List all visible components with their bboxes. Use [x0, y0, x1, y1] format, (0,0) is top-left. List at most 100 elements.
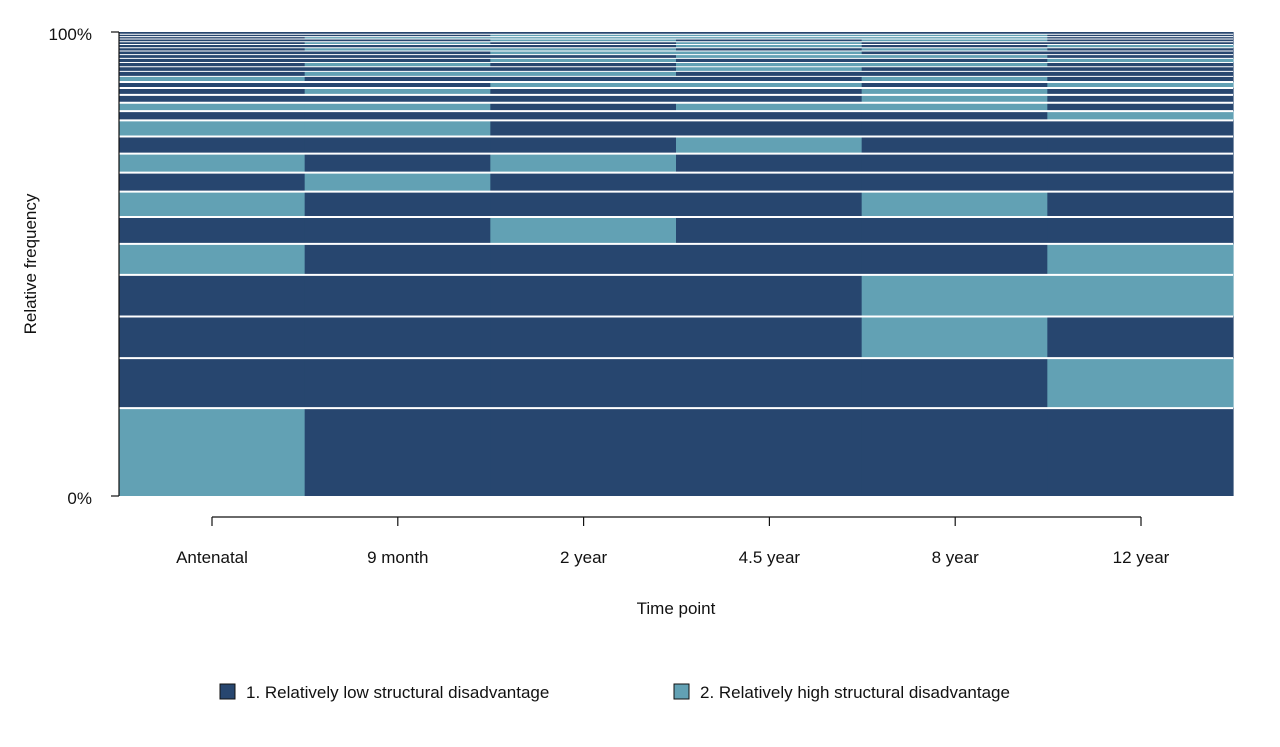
sequence-18-cell-5 — [861, 71, 1048, 77]
sequence-26-cell-1 — [119, 41, 306, 45]
sequence-13 — [119, 102, 1234, 112]
sequence-28-cell-6 — [1047, 36, 1234, 39]
sequence-1 — [119, 408, 1234, 496]
sequence-4-cell-5 — [861, 274, 1048, 317]
sequence-5 — [119, 243, 1234, 275]
sequence-7 — [119, 191, 1234, 218]
sequence-28-cell-4 — [676, 36, 863, 39]
sequence-10-cell-4 — [676, 136, 863, 154]
sequence-25-cell-1 — [119, 44, 306, 48]
sequence-9-cell-2 — [304, 153, 491, 173]
sequence-29-cell-2 — [304, 34, 491, 37]
sequence-1-cell-5 — [861, 408, 1048, 496]
sequence-27 — [119, 38, 1234, 42]
sequence-19-cell-5 — [861, 66, 1048, 72]
sequence-16 — [119, 81, 1234, 88]
sequence-19-cell-2 — [304, 66, 491, 72]
sequence-2-cell-4 — [676, 358, 863, 409]
sequence-26-cell-6 — [1047, 41, 1234, 45]
sequence-16-cell-1 — [119, 81, 306, 88]
sequence-11-cell-2 — [304, 120, 491, 137]
legend: 1. Relatively low structural disadvantag… — [219, 683, 1010, 702]
sequence-12-cell-2 — [304, 111, 491, 121]
sequence-18-cell-2 — [304, 71, 491, 77]
sequence-21 — [119, 58, 1234, 63]
sequence-19-cell-4 — [676, 66, 863, 72]
sequence-22-cell-2 — [304, 54, 491, 59]
x-tick-label-4: 4.5 year — [739, 548, 801, 567]
sequence-16-cell-3 — [490, 81, 677, 88]
sequence-30 — [119, 32, 1234, 35]
x-tick-label-3: 2 year — [560, 548, 608, 567]
sequence-2-cell-6 — [1047, 358, 1234, 409]
sequence-18 — [119, 71, 1234, 77]
sequence-24-cell-4 — [676, 47, 863, 51]
legend-entry-low: 1. Relatively low structural disadvantag… — [219, 683, 549, 702]
sequence-14-cell-3 — [490, 94, 677, 103]
sequence-21-cell-5 — [861, 58, 1048, 63]
sequence-15-cell-1 — [119, 87, 306, 95]
sequence-6-cell-5 — [861, 217, 1048, 244]
sequence-2 — [119, 358, 1234, 409]
sequence-25-cell-4 — [676, 44, 863, 48]
sequence-29-cell-5 — [861, 34, 1048, 37]
sequence-8-cell-6 — [1047, 172, 1234, 192]
sequence-11-cell-4 — [676, 120, 863, 137]
sequence-10 — [119, 136, 1234, 154]
sequence-25-cell-5 — [861, 44, 1048, 48]
sequence-25-cell-2 — [304, 44, 491, 48]
x-tick-label-5: 8 year — [932, 548, 980, 567]
sequence-17 — [119, 76, 1234, 82]
sequence-8-cell-5 — [861, 172, 1048, 192]
x-axis: Antenatal 9 month 2 year 4.5 year 8 year 12 y… — [176, 516, 1170, 567]
sequence-19 — [119, 66, 1234, 72]
sequence-5-cell-1 — [119, 243, 306, 275]
sequence-26-cell-2 — [304, 41, 491, 45]
sequence-8-cell-3 — [490, 172, 677, 192]
sequence-13-cell-3 — [490, 102, 677, 112]
sequence-7-cell-4 — [676, 191, 863, 218]
sequence-27-cell-6 — [1047, 38, 1234, 42]
sequence-2-cell-2 — [304, 358, 491, 409]
sequence-10-cell-1 — [119, 136, 306, 154]
sequence-9-cell-5 — [861, 153, 1048, 173]
sequence-5-cell-3 — [490, 243, 677, 275]
sequence-28 — [119, 36, 1234, 39]
sequence-6-cell-2 — [304, 217, 491, 244]
sequence-24 — [119, 47, 1234, 51]
sequence-12-cell-4 — [676, 111, 863, 121]
sequence-14-cell-2 — [304, 94, 491, 103]
sequence-3-cell-4 — [676, 316, 863, 359]
sequence-18-cell-3 — [490, 71, 677, 77]
sequence-15-cell-6 — [1047, 87, 1234, 95]
sequence-28-cell-1 — [119, 36, 306, 39]
sequence-14-cell-5 — [861, 94, 1048, 103]
sequence-19-cell-1 — [119, 66, 306, 72]
sequence-20 — [119, 62, 1234, 67]
sequence-23-cell-1 — [119, 50, 306, 55]
sequence-22-cell-6 — [1047, 54, 1234, 59]
y-tick-label-100: 100% — [49, 25, 92, 44]
x-axis-label: Time point — [637, 599, 716, 618]
sequence-9-cell-6 — [1047, 153, 1234, 173]
sequence-7-cell-6 — [1047, 191, 1234, 218]
sequence-30-cell-4 — [676, 32, 863, 35]
sequence-5-cell-5 — [861, 243, 1048, 275]
sequence-4-cell-1 — [119, 274, 306, 317]
sequence-27-cell-2 — [304, 38, 491, 42]
sequence-9 — [119, 153, 1234, 173]
sequence-11-cell-3 — [490, 120, 677, 137]
sequence-5-cell-2 — [304, 243, 491, 275]
sequence-6-cell-4 — [676, 217, 863, 244]
sequence-3-cell-3 — [490, 316, 677, 359]
sequence-8-cell-2 — [304, 172, 491, 192]
sequence-7-cell-2 — [304, 191, 491, 218]
sequence-6-cell-1 — [119, 217, 306, 244]
sequence-20-cell-4 — [676, 62, 863, 67]
sequence-17-cell-1 — [119, 76, 306, 82]
sequence-25-cell-3 — [490, 44, 677, 48]
sequence-12-cell-1 — [119, 111, 306, 121]
sequence-29-cell-6 — [1047, 34, 1234, 37]
sequence-1-cell-2 — [304, 408, 491, 496]
sequence-17-cell-4 — [676, 76, 863, 82]
